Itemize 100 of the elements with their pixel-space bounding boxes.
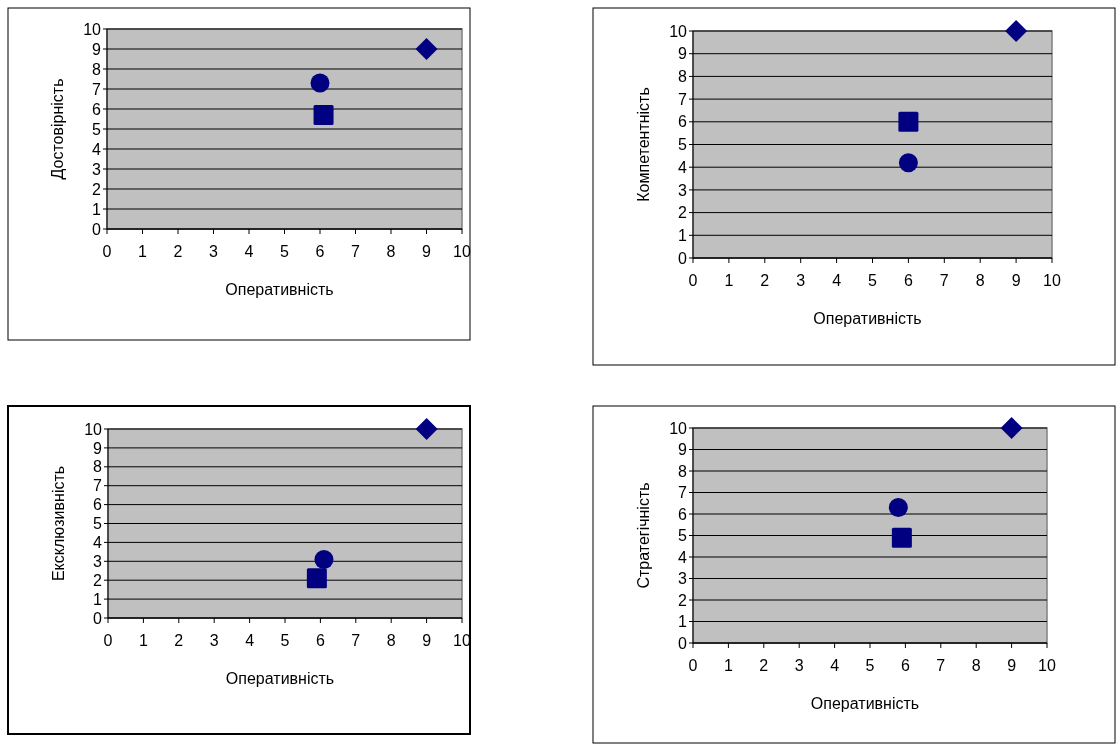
point [1005, 20, 1028, 42]
x-tick-label: 1 [138, 632, 148, 649]
y-axis-title: Достовірність [49, 78, 66, 180]
y-tick-label: 1 [678, 226, 688, 244]
x-tick-label: 1 [724, 272, 734, 289]
x-tick-label: 5 [280, 243, 290, 260]
x-tick-label: 5 [280, 632, 290, 649]
x-tick-label: 1 [138, 243, 148, 260]
y-tick-label: 7 [92, 80, 102, 98]
y-tick-label: 6 [678, 505, 688, 523]
y-tick-label: 1 [678, 613, 688, 631]
y-tick-label: 10 [83, 20, 102, 38]
point [1000, 417, 1023, 439]
x-tick-label: 5 [868, 272, 878, 289]
x-tick-label: 6 [900, 657, 910, 674]
x-tick-label: 3 [209, 632, 219, 649]
x-tick-label: 2 [174, 632, 184, 649]
y-tick-label: 7 [93, 477, 103, 495]
y-tick-label: 3 [93, 552, 103, 570]
x-tick-label: 2 [173, 243, 183, 260]
y-tick-label: 8 [93, 458, 103, 476]
y-axis-title: Стратегічність [635, 482, 652, 589]
point [415, 418, 438, 440]
x-tick-label: 3 [796, 272, 806, 289]
x-tick-label: 3 [209, 243, 219, 260]
y-tick-label: 9 [678, 441, 688, 459]
x-tick-label: 6 [315, 243, 325, 260]
x-tick-label: 9 [1007, 657, 1017, 674]
x-tick-label: 7 [939, 272, 949, 289]
point [314, 549, 334, 569]
y-tick-label: 10 [669, 22, 688, 40]
x-axis-title: Оперативність [225, 281, 334, 298]
y-tick-label: 5 [678, 527, 688, 545]
y-tick-label: 1 [93, 590, 103, 608]
y-tick-label: 8 [678, 68, 688, 85]
y-axis-title: Ексклюзивність [50, 465, 67, 582]
x-tick-label: 5 [865, 657, 875, 674]
point [306, 568, 327, 589]
y-tick-label: 2 [678, 204, 688, 222]
y-tick-label: 4 [678, 548, 688, 566]
y-tick-label: 2 [678, 591, 688, 609]
x-tick-label: 9 [422, 243, 432, 260]
x-tick-label: 9 [422, 632, 432, 649]
y-tick-label: 9 [93, 439, 103, 457]
y-tick-label: 5 [92, 120, 102, 138]
x-tick-label: 8 [386, 243, 396, 260]
y-tick-label: 9 [92, 40, 102, 58]
x-tick-label: 4 [244, 243, 254, 260]
point [898, 153, 918, 173]
y-tick-label: 10 [84, 420, 103, 438]
y-tick-label: 8 [92, 60, 102, 78]
x-tick-label: 4 [832, 272, 842, 289]
y-tick-label: 2 [92, 180, 102, 198]
point [891, 527, 912, 548]
y-tick-label: 9 [678, 45, 688, 63]
y-tick-label: 0 [93, 609, 103, 627]
x-tick-label: 6 [903, 272, 913, 289]
y-tick-label: 7 [678, 90, 688, 108]
y-tick-label: 7 [678, 484, 688, 502]
y-tick-label: 5 [678, 136, 688, 154]
x-axis-title: Оперативність [810, 695, 920, 712]
point [888, 498, 908, 518]
point [313, 105, 334, 125]
y-tick-label: 4 [93, 534, 103, 551]
y-tick-label: 4 [678, 158, 688, 176]
y-axis-title: Компетентність [635, 87, 652, 202]
y-tick-label: 4 [92, 140, 102, 158]
y-tick-label: 10 [669, 419, 688, 437]
x-tick-label: 7 [351, 632, 361, 649]
x-axis-title: Оперативність [813, 310, 922, 327]
x-tick-label: 10 [453, 243, 471, 260]
y-tick-label: 8 [678, 462, 688, 480]
x-tick-label: 1 [723, 657, 733, 674]
y-tick-label: 0 [92, 220, 102, 238]
y-tick-label: 3 [92, 160, 102, 178]
y-tick-label: 5 [93, 515, 103, 533]
y-tick-label: 3 [678, 570, 688, 588]
x-tick-label: 9 [1011, 272, 1021, 289]
x-tick-label: 8 [386, 632, 396, 649]
x-tick-label: 6 [315, 632, 325, 649]
y-tick-label: 2 [93, 571, 103, 589]
x-tick-label: 7 [351, 243, 361, 260]
y-tick-label: 1 [92, 200, 102, 218]
y-tick-label: 6 [93, 496, 103, 514]
x-tick-label: 4 [830, 657, 840, 674]
y-tick-label: 6 [92, 100, 102, 118]
x-tick-label: 7 [936, 657, 946, 674]
x-axis-title: Оперативність [225, 670, 335, 687]
x-tick-label: 2 [759, 657, 769, 674]
x-tick-label: 8 [971, 657, 981, 674]
x-tick-label: 4 [245, 632, 255, 649]
y-tick-label: 3 [678, 181, 688, 199]
point [415, 38, 438, 60]
x-tick-label: 8 [975, 272, 985, 289]
x-tick-label: 2 [760, 272, 770, 289]
point [898, 111, 919, 132]
x-tick-label: 10 [1043, 272, 1061, 289]
y-tick-label: 6 [678, 113, 688, 131]
point [310, 73, 330, 93]
x-tick-label: 10 [1038, 657, 1056, 674]
